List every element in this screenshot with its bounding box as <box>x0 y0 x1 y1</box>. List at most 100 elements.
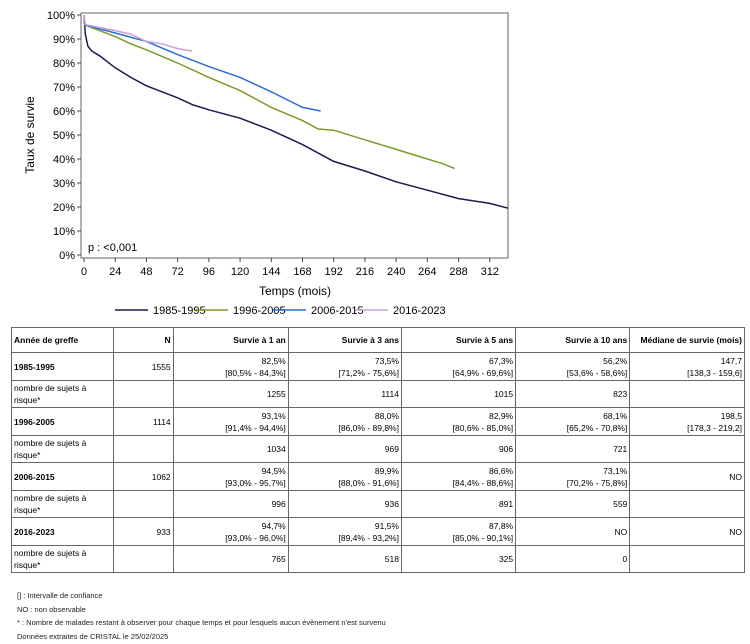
survival-cell: 73,1% [70,2% - 75,8%] <box>515 462 631 491</box>
y-axis-label: Taux de survie <box>23 96 37 174</box>
survival-cell: 91,5% [89,4% - 93,2%] <box>287 517 402 546</box>
year-cell: 1996-2005 <box>10 407 115 436</box>
x-tick-label: 24 <box>109 266 121 278</box>
year-cell: 2016-2023 <box>10 517 115 546</box>
survival-value: NO <box>614 526 628 537</box>
header-cell: Année de greffe <box>10 327 115 353</box>
y-tick-label: 10% <box>53 226 75 238</box>
confidence-interval: [84,4% - 88,6%] <box>452 477 514 488</box>
x-tick-label: 216 <box>356 266 374 278</box>
risk-row: nombre de sujets à risque* 765 518 325 0 <box>10 545 745 573</box>
survival-value: 73,1% <box>603 465 628 476</box>
empty-cell <box>629 435 745 463</box>
x-tick-label: 144 <box>262 266 280 278</box>
y-tick-label: 40% <box>53 154 75 166</box>
series-line-1996-2005 <box>83 23 455 170</box>
survival-value: 198,5 <box>720 410 742 421</box>
table-row: 1996-2005 1114 93,1% [91,4% - 94,4%] 88,0% [8… <box>10 407 745 436</box>
survival-chart: 0% 10% 20% 30% 40% 50% 60% 70% 80% 90% 100% 0 24 48 72… <box>23 10 509 317</box>
header-cell: Survie à 3 ans <box>287 327 402 353</box>
risk-cell: 1114 <box>287 380 402 408</box>
risk-cell: 1015 <box>400 380 517 408</box>
y-tick-label: 50% <box>53 130 75 142</box>
empty-cell <box>113 545 174 573</box>
confidence-interval: [80,5% - 84,3%] <box>225 367 286 378</box>
y-tick-label: 30% <box>53 178 75 190</box>
survival-cell: 89,9% [88,0% - 91,6%] <box>287 462 402 491</box>
header-cell: Survie à 1 an <box>172 327 289 353</box>
y-tick-label: 0% <box>59 250 75 262</box>
series-line-2006-2015 <box>83 23 321 112</box>
note-ci: [] : Intervalle de confiance <box>17 591 103 600</box>
survival-table: Année de greffe N Survie à 1 an Survie à 3 … <box>10 327 745 573</box>
series-line-1985-1995 <box>83 14 509 209</box>
risk-row: nombre de sujets à risque* 1034 969 906 721 <box>10 435 745 463</box>
footnotes: [] : Intervalle de confiance NO : non ob… <box>17 589 386 643</box>
confidence-interval: [93,0% - 96,0%] <box>225 532 286 543</box>
risk-cell: 325 <box>400 545 517 573</box>
survival-value: 88,0% <box>374 410 399 421</box>
risk-label: nombre de sujets à risque* <box>10 435 115 463</box>
x-tick-label: 48 <box>140 266 152 278</box>
survival-value: 147,7 <box>720 355 742 366</box>
empty-cell <box>113 380 174 408</box>
risk-row: nombre de sujets à risque* 1255 1114 1015 82… <box>10 380 745 408</box>
survival-cell: NO <box>515 517 631 546</box>
x-tick-label: 312 <box>481 266 499 278</box>
risk-cell: 891 <box>400 490 517 518</box>
empty-cell <box>629 490 745 518</box>
risk-cell: 1034 <box>172 435 289 463</box>
confidence-interval: [70,2% - 75,8%] <box>566 477 628 488</box>
survival-value: 86,6% <box>489 465 514 476</box>
survival-value: NO <box>729 471 742 482</box>
risk-cell: 721 <box>515 435 631 463</box>
confidence-interval: [65,2% - 70,8%] <box>566 422 628 433</box>
confidence-interval: [53,6% - 58,6%] <box>566 367 628 378</box>
y-tick-label: 60% <box>53 106 75 118</box>
n-cell: 1114 <box>113 407 174 436</box>
confidence-interval: [64,9% - 69,6%] <box>452 367 514 378</box>
confidence-interval: [85,0% - 90,1%] <box>452 532 514 543</box>
survival-value: NO <box>729 526 742 537</box>
survival-value: 94,7% <box>261 520 286 531</box>
table-row: 2006-2015 1062 94,5% [93,0% - 95,7%] 89,9% [8… <box>10 462 745 491</box>
risk-cell: 996 <box>172 490 289 518</box>
risk-label: nombre de sujets à risque* <box>10 490 115 518</box>
empty-cell <box>113 435 174 463</box>
risk-cell: 1255 <box>172 380 289 408</box>
survival-cell: NO <box>629 462 745 491</box>
confidence-interval: [138,3 - 159,6] <box>687 367 742 378</box>
series-line-2016-2023 <box>83 14 193 52</box>
risk-cell: 518 <box>287 545 402 573</box>
empty-cell <box>629 545 745 573</box>
survival-value: 73,5% <box>374 355 399 366</box>
empty-cell <box>629 380 745 408</box>
header-cell: Survie à 10 ans <box>515 327 631 353</box>
legend-label-1985-1995: 1985-1995 <box>153 305 206 317</box>
survival-cell: 93,1% [91,4% - 94,4%] <box>172 407 289 436</box>
risk-label: nombre de sujets à risque* <box>10 380 115 408</box>
risk-cell: 0 <box>515 545 631 573</box>
confidence-interval: [89,4% - 93,2%] <box>338 532 399 543</box>
note-source: Données extraites de CRISTAL le 25/02/20… <box>17 631 169 641</box>
survival-cell: 82,5% [80,5% - 84,3%] <box>172 352 289 381</box>
note-risk: * : Nombre de malades restant à observer… <box>17 618 386 627</box>
risk-cell: 969 <box>287 435 402 463</box>
survival-cell: 73,5% [71,2% - 75,6%] <box>287 352 402 381</box>
n-cell: 933 <box>113 517 174 546</box>
y-tick-label: 80% <box>53 58 75 70</box>
survival-value: 87,8% <box>489 520 514 531</box>
x-tick-label: 120 <box>231 266 249 278</box>
x-tick-label: 72 <box>172 266 184 278</box>
x-tick-label: 168 <box>293 266 311 278</box>
survival-value: 68,1% <box>603 410 628 421</box>
risk-cell: 765 <box>172 545 289 573</box>
y-tick-label: 100% <box>47 10 75 22</box>
survival-value: 89,9% <box>374 465 399 476</box>
n-cell: 1062 <box>113 462 174 491</box>
survival-value: 91,5% <box>374 520 399 531</box>
survival-cell: 86,6% [84,4% - 88,6%] <box>400 462 517 491</box>
confidence-interval: [93,0% - 95,7%] <box>225 477 286 488</box>
risk-cell: 906 <box>400 435 517 463</box>
survival-cell: 94,7% [93,0% - 96,0%] <box>172 517 289 546</box>
